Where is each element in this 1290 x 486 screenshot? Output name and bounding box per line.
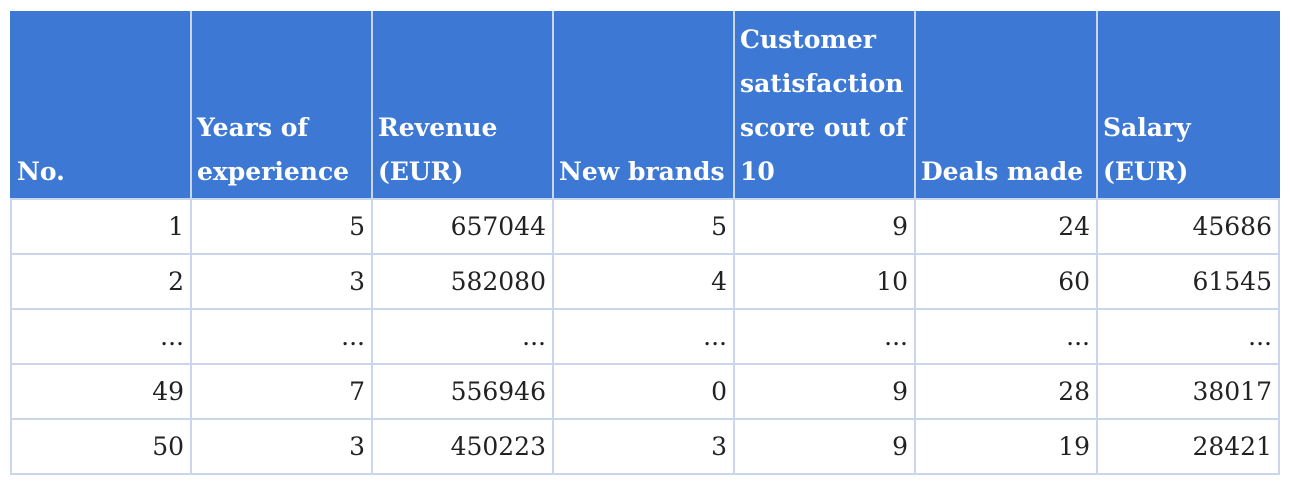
table-cell: 9 (733, 198, 916, 255)
sales-data-table: No. Years of experience Revenue (EUR) Ne… (10, 11, 1280, 475)
table-cell: 4 (552, 253, 735, 310)
table-cell: 9 (733, 363, 916, 420)
header-cell-no: No. (10, 11, 192, 200)
table-cell: 3 (190, 418, 373, 475)
table-cell: 38017 (1096, 363, 1280, 420)
table-cell: 450223 (371, 418, 554, 475)
table-cell: 7 (190, 363, 373, 420)
table-cell: ... (371, 308, 554, 365)
table-cell: ... (552, 308, 735, 365)
table-cell: 49 (10, 363, 192, 420)
table-cell: ... (733, 308, 916, 365)
table-cell: 556946 (371, 363, 554, 420)
table-cell: ... (1096, 308, 1280, 365)
table-cell: 0 (552, 363, 735, 420)
table-cell: 9 (733, 418, 916, 475)
header-cell-salary: Salary (EUR) (1096, 11, 1280, 200)
table-cell: 60 (914, 253, 1098, 310)
table-row: 49 7 556946 0 9 28 38017 (10, 363, 1280, 420)
table-row: 2 3 582080 4 10 60 61545 (10, 253, 1280, 310)
table-cell: 657044 (371, 198, 554, 255)
table-cell: 3 (552, 418, 735, 475)
table-cell: 2 (10, 253, 192, 310)
table-cell: 24 (914, 198, 1098, 255)
header-cell-deals-made: Deals made (914, 11, 1098, 200)
table-cell: ... (190, 308, 373, 365)
table-cell: 582080 (371, 253, 554, 310)
header-cell-new-brands: New brands (552, 11, 735, 200)
table-row: 50 3 450223 3 9 19 28421 (10, 418, 1280, 475)
table-cell: ... (914, 308, 1098, 365)
table-cell: 28421 (1096, 418, 1280, 475)
table-cell: 5 (190, 198, 373, 255)
table-cell: 28 (914, 363, 1098, 420)
header-cell-years-of-experience: Years of experience (190, 11, 373, 200)
table-row: 1 5 657044 5 9 24 45686 (10, 198, 1280, 255)
header-cell-revenue: Revenue (EUR) (371, 11, 554, 200)
table-cell: 1 (10, 198, 192, 255)
table-cell: 50 (10, 418, 192, 475)
header-row: No. Years of experience Revenue (EUR) Ne… (10, 11, 1280, 200)
table-cell: 3 (190, 253, 373, 310)
table-cell: 10 (733, 253, 916, 310)
header-cell-customer-satisfaction: Customer satisfaction score out of 10 (733, 11, 916, 200)
data-table-container: No. Years of experience Revenue (EUR) Ne… (10, 11, 1280, 475)
table-row-ellipsis: ... ... ... ... ... ... ... (10, 308, 1280, 365)
table-cell: ... (10, 308, 192, 365)
table-cell: 61545 (1096, 253, 1280, 310)
table-cell: 19 (914, 418, 1098, 475)
table-cell: 45686 (1096, 198, 1280, 255)
table-cell: 5 (552, 198, 735, 255)
